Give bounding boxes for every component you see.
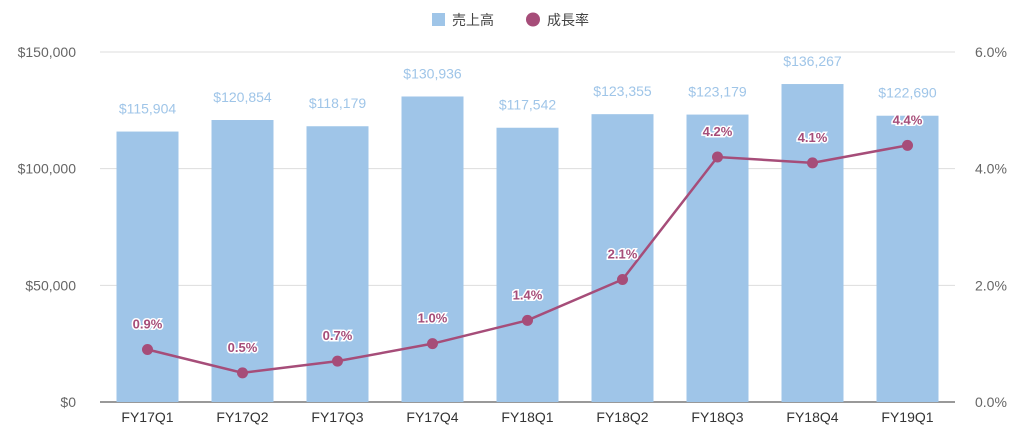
- growth-point: [522, 314, 533, 326]
- x-tick-label: FY18Q2: [596, 409, 648, 425]
- growth-value-label: 0.5%: [228, 340, 258, 355]
- y-left-tick-label: $0: [60, 394, 76, 410]
- y-right-tick-label: 0.0%: [975, 394, 1007, 410]
- bar-value-label: $123,355: [593, 83, 652, 99]
- growth-value-label: 4.1%: [798, 130, 828, 145]
- legend-label-revenue: 売上高: [452, 12, 494, 28]
- growth-value-label: 0.7%: [323, 328, 353, 343]
- x-axis: FY17Q1 FY17Q2 FY17Q3 FY17Q4 FY18Q1 FY18Q2 FY18…: [121, 409, 933, 425]
- y-right-tick-label: 6.0%: [975, 44, 1007, 60]
- x-tick-label: FY18Q3: [691, 409, 743, 425]
- growth-value-label: 1.4%: [513, 287, 543, 302]
- growth-point: [332, 355, 343, 367]
- bar-value-label: $122,690: [878, 85, 937, 101]
- growth-value-label: 4.2%: [703, 124, 733, 139]
- bar: [591, 114, 654, 403]
- y-right-tick-label: 2.0%: [975, 277, 1007, 293]
- bar-value-label: $120,854: [213, 89, 272, 105]
- bar: [781, 84, 844, 402]
- growth-point: [712, 151, 723, 163]
- growth-value-labels: 0.9% 0.5% 0.7% 1.0% 1.4% 2.1% 4.2% 4.1% 4.4%: [131, 111, 924, 357]
- growth-point: [807, 157, 818, 169]
- growth-value-label: 0.9%: [133, 317, 163, 332]
- bar: [496, 127, 559, 402]
- x-tick-label: FY17Q3: [311, 409, 363, 425]
- bar-value-label: $115,904: [119, 101, 177, 117]
- legend: 売上高 成長率: [432, 12, 589, 28]
- growth-line: [142, 139, 913, 379]
- bar-value-label: $136,267: [783, 53, 842, 69]
- growth-point: [142, 344, 153, 355]
- bar-value-label: $118,179: [309, 95, 367, 111]
- growth-point: [427, 338, 438, 350]
- x-tick-label: FY18Q4: [786, 409, 838, 425]
- y-right-tick-label: 4.0%: [975, 161, 1007, 177]
- x-tick-label: FY19Q1: [881, 409, 933, 425]
- bar-value-label: $117,542: [499, 97, 557, 113]
- growth-value-label: 1.0%: [418, 311, 448, 326]
- y-left-tick-label: $100,000: [18, 161, 77, 177]
- growth-point: [237, 367, 248, 379]
- bar: [116, 131, 179, 403]
- x-tick-label: FY17Q2: [216, 409, 268, 425]
- x-tick-label: FY17Q1: [121, 409, 173, 425]
- legend-label-growth: 成長率: [547, 12, 589, 28]
- growth-value-label: 2.1%: [608, 247, 638, 262]
- bars: [116, 84, 939, 403]
- x-tick-label: FY17Q4: [406, 409, 458, 425]
- y-left-tick-label: $50,000: [25, 277, 76, 293]
- y-axis-right: 0.0% 2.0% 4.0% 6.0%: [975, 44, 1007, 410]
- y-left-tick-label: $150,000: [18, 44, 77, 60]
- legend-swatch-growth: [526, 12, 540, 27]
- x-tick-label: FY18Q1: [501, 409, 553, 425]
- bar-value-labels: $115,904 $120,854 $118,179 $130,936 $117,542…: [119, 53, 937, 117]
- bar: [401, 96, 464, 402]
- bar: [211, 120, 274, 403]
- growth-value-label: 4.4%: [893, 112, 923, 127]
- growth-point: [617, 274, 628, 285]
- bar-value-label: $130,936: [403, 65, 462, 81]
- growth-point: [902, 139, 913, 151]
- bar-value-label: $123,179: [688, 84, 747, 100]
- legend-swatch-revenue: [432, 13, 445, 26]
- bar: [876, 115, 939, 403]
- y-axis-left: $0 $50,000 $100,000 $150,000: [18, 44, 77, 410]
